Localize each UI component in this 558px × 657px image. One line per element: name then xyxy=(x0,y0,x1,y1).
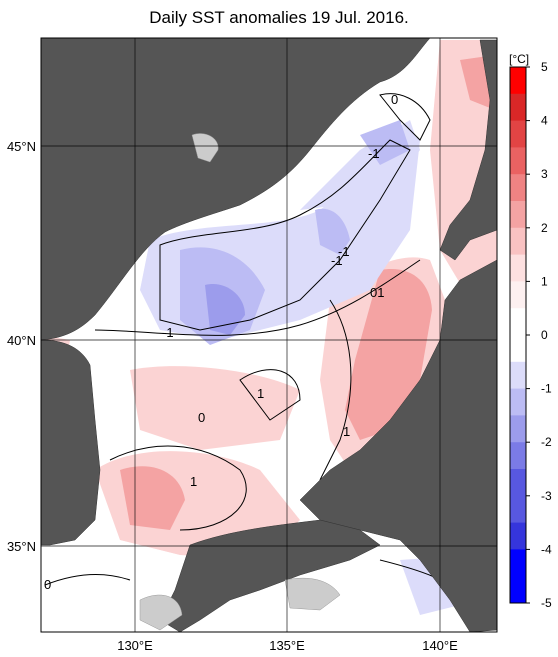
colorbar-tick-label: -2 xyxy=(541,435,552,449)
colorbar-swatch xyxy=(510,388,526,416)
island-lake xyxy=(191,133,219,163)
colorbar-swatch xyxy=(510,201,526,229)
colorbar-swatch xyxy=(510,67,526,95)
colorbar-tick-label: 4 xyxy=(541,114,548,128)
western-japan xyxy=(159,519,381,633)
colorbar-swatch xyxy=(510,308,526,336)
colorbar-unit: [°C] xyxy=(509,52,529,66)
map-title: Daily SST anomalies 19 Jul. 2016. xyxy=(149,8,409,27)
korean-peninsula xyxy=(40,339,101,546)
colorbar-swatch xyxy=(510,361,526,390)
light-gray-regions xyxy=(139,133,341,631)
colorbar-tick-label: 5 xyxy=(541,60,548,74)
colorbar-ticks: 5 4 3 2 1 0 -1 -2 -3 -4 -5 xyxy=(526,60,552,610)
asian-continent xyxy=(40,37,431,341)
contour-label: 1 xyxy=(190,474,197,489)
contour-label: -1 xyxy=(331,253,343,268)
colorbar-swatch xyxy=(510,549,526,577)
colorbar-tick-label: 1 xyxy=(541,274,548,288)
lon-label: 135°E xyxy=(269,638,305,653)
kyushu-area xyxy=(139,594,183,631)
honshu xyxy=(299,259,498,633)
map-frame xyxy=(40,37,498,633)
contour-label: -1 xyxy=(162,325,174,340)
colorbar-swatch xyxy=(510,415,526,443)
longitude-labels: 130°E 135°E 140°E xyxy=(117,638,458,653)
contour-lines xyxy=(44,93,471,601)
colorbar-tick-label: -1 xyxy=(541,382,552,396)
colorbar-tick-label: 2 xyxy=(541,221,548,235)
colorbar-swatch xyxy=(510,495,526,524)
lon-label: 130°E xyxy=(117,638,153,653)
colorbar-swatch xyxy=(510,576,526,604)
shikoku-area xyxy=(284,577,341,611)
colorbar-swatch xyxy=(510,442,526,470)
land-masses xyxy=(40,37,498,633)
colorbar-tick-label: -4 xyxy=(541,542,552,556)
latitude-labels: 45°N 40°N 35°N xyxy=(7,139,36,554)
contour-label: 0 xyxy=(198,410,205,425)
graticule xyxy=(41,38,497,632)
contour-label: 1 xyxy=(343,424,350,439)
colorbar-tick-label: -3 xyxy=(541,489,552,503)
colorbar-tick-label: 0 xyxy=(541,328,548,342)
colorbar-swatch xyxy=(510,254,526,282)
contour-labels: 0 -1 -1 -1 01 -1 1 1 0 1 0 xyxy=(44,92,398,592)
lat-label: 45°N xyxy=(7,139,36,154)
lat-label: 40°N xyxy=(7,333,36,348)
colorbar-swatch xyxy=(510,469,526,497)
deepest-negative-anomaly-fill xyxy=(205,284,245,335)
colorbar-swatch xyxy=(510,335,526,363)
colorbar-swatch xyxy=(510,522,526,550)
contour-label: -1 xyxy=(338,244,350,259)
colorbar-swatch xyxy=(510,281,526,309)
colorbar-swatch xyxy=(510,93,526,122)
contour-label: 0 xyxy=(44,577,51,592)
contour-label: -1 xyxy=(368,146,380,161)
contour-label: 01 xyxy=(370,285,384,300)
colorbar-swatch xyxy=(510,227,526,256)
lat-label: 35°N xyxy=(7,539,36,554)
contour-label: 1 xyxy=(257,386,264,401)
colorbar-tick-label: 3 xyxy=(541,167,548,181)
colorbar-swatch xyxy=(510,147,526,175)
colorbar-swatch xyxy=(510,174,526,202)
lon-label: 140°E xyxy=(422,638,458,653)
contour-label: 0 xyxy=(391,92,398,107)
colorbar-tick-label: -5 xyxy=(541,596,552,610)
colorbar xyxy=(509,66,527,604)
colorbar-swatch xyxy=(510,120,526,148)
